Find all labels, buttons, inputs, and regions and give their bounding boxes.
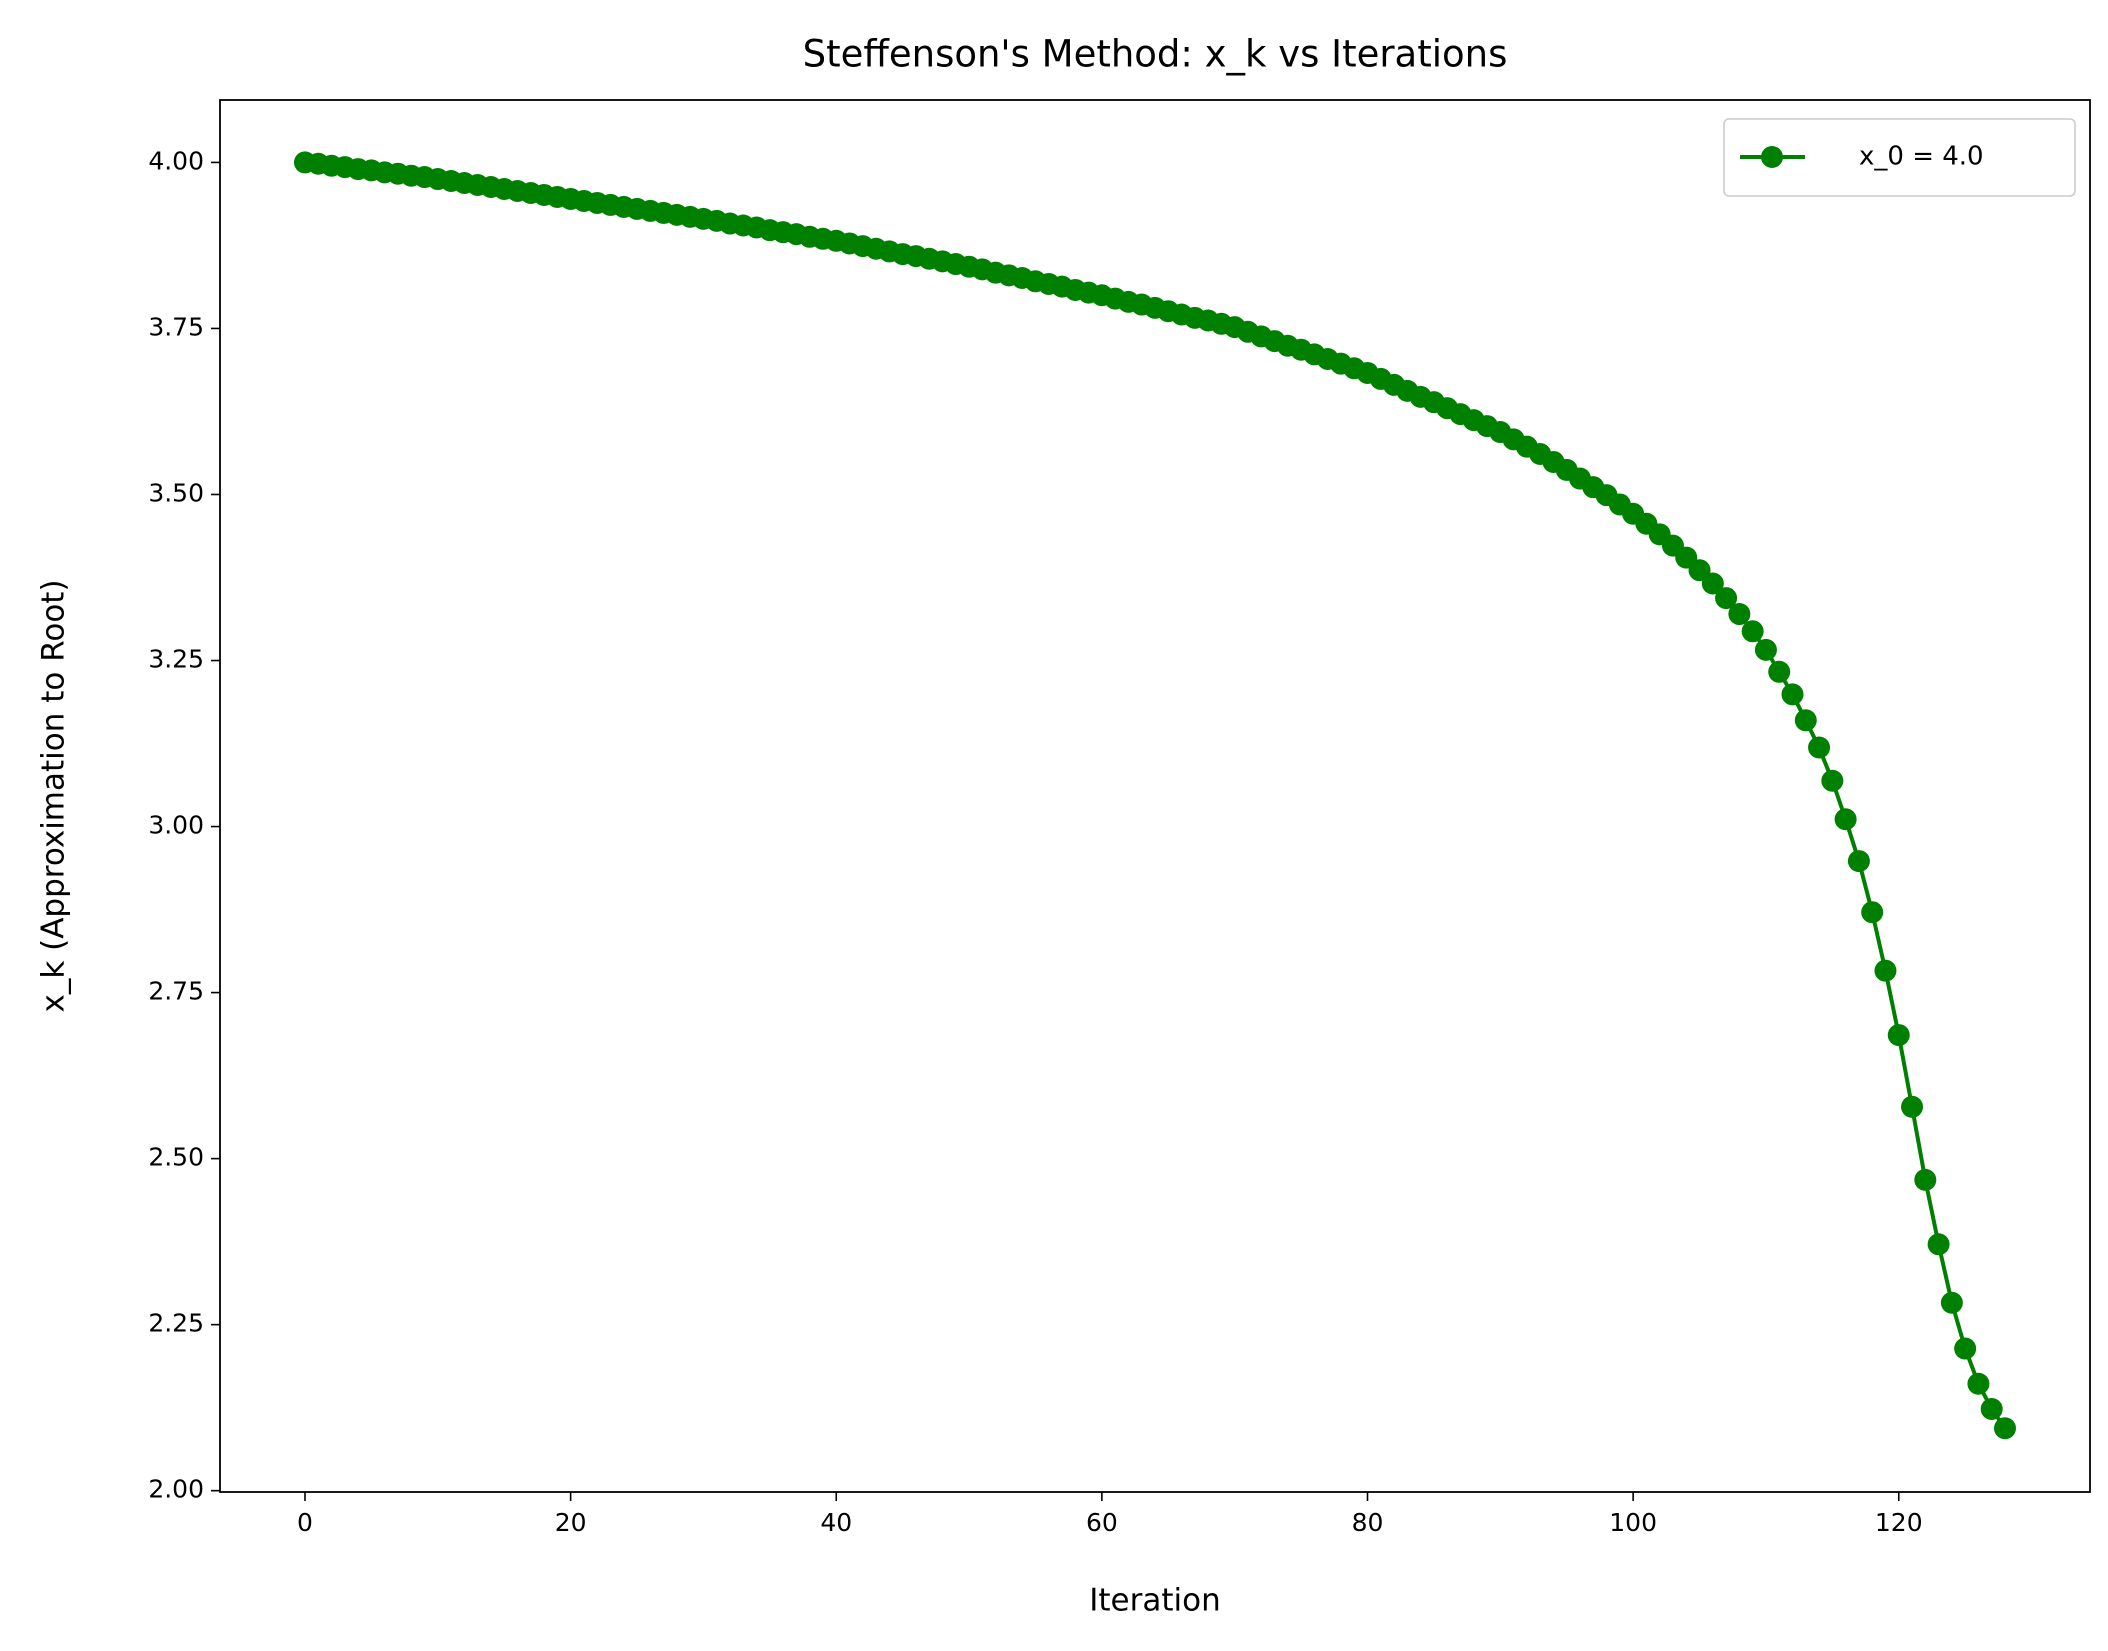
point	[1781, 683, 1804, 706]
point	[1980, 1397, 2003, 1420]
legend-box	[1723, 118, 2076, 197]
point	[1794, 709, 1817, 732]
point	[1701, 572, 1724, 595]
point	[1954, 1337, 1977, 1360]
x-tick-label: 80	[1352, 1508, 1384, 1537]
legend-marker	[1761, 146, 1783, 168]
y-tick-label: 3.25	[148, 645, 204, 674]
point	[1768, 660, 1791, 683]
y-tick-label: 3.75	[148, 312, 204, 341]
point	[1901, 1095, 1924, 1118]
y-tick-label: 2.00	[148, 1475, 204, 1504]
y-tick-label: 4.00	[148, 146, 204, 175]
point	[1861, 901, 1884, 924]
point	[1741, 620, 1764, 643]
point	[1821, 769, 1844, 792]
x-tick-label: 20	[555, 1508, 587, 1537]
x-axis-label: Iteration	[1089, 1583, 1221, 1619]
y-axis-label: x_k (Approximation to Root)	[36, 579, 72, 1012]
plot-frame	[219, 99, 2091, 1493]
x-tick-label: 40	[820, 1508, 852, 1537]
point	[1834, 808, 1857, 831]
legend: x_0 = 4.0	[1723, 118, 2076, 197]
y-tick-label: 2.50	[148, 1143, 204, 1172]
point	[1874, 959, 1897, 982]
point	[1887, 1024, 1910, 1047]
point	[1715, 587, 1738, 610]
x-tick-label: 0	[297, 1508, 313, 1537]
point	[1914, 1168, 1937, 1191]
point	[1940, 1291, 1963, 1314]
point	[1927, 1233, 1950, 1256]
point	[1994, 1417, 2016, 1440]
point	[1688, 559, 1711, 582]
y-tick-label: 3.50	[148, 478, 204, 507]
x-tick-label: 100	[1609, 1508, 1657, 1537]
y-tick-label: 2.25	[148, 1309, 204, 1338]
y-tick-label: 3.00	[148, 811, 204, 840]
point	[1754, 638, 1777, 661]
y-tick-label: 2.75	[148, 977, 204, 1006]
legend-label: x_0 = 4.0	[1859, 142, 1984, 172]
x-tick-label: 60	[1086, 1508, 1118, 1537]
x-tick-label: 120	[1875, 1508, 1923, 1537]
point	[1808, 736, 1831, 759]
chart-title: Steffenson's Method: x_k vs Iterations	[803, 33, 1508, 76]
point	[1967, 1372, 1990, 1395]
point	[1728, 603, 1751, 626]
point	[1847, 850, 1870, 873]
